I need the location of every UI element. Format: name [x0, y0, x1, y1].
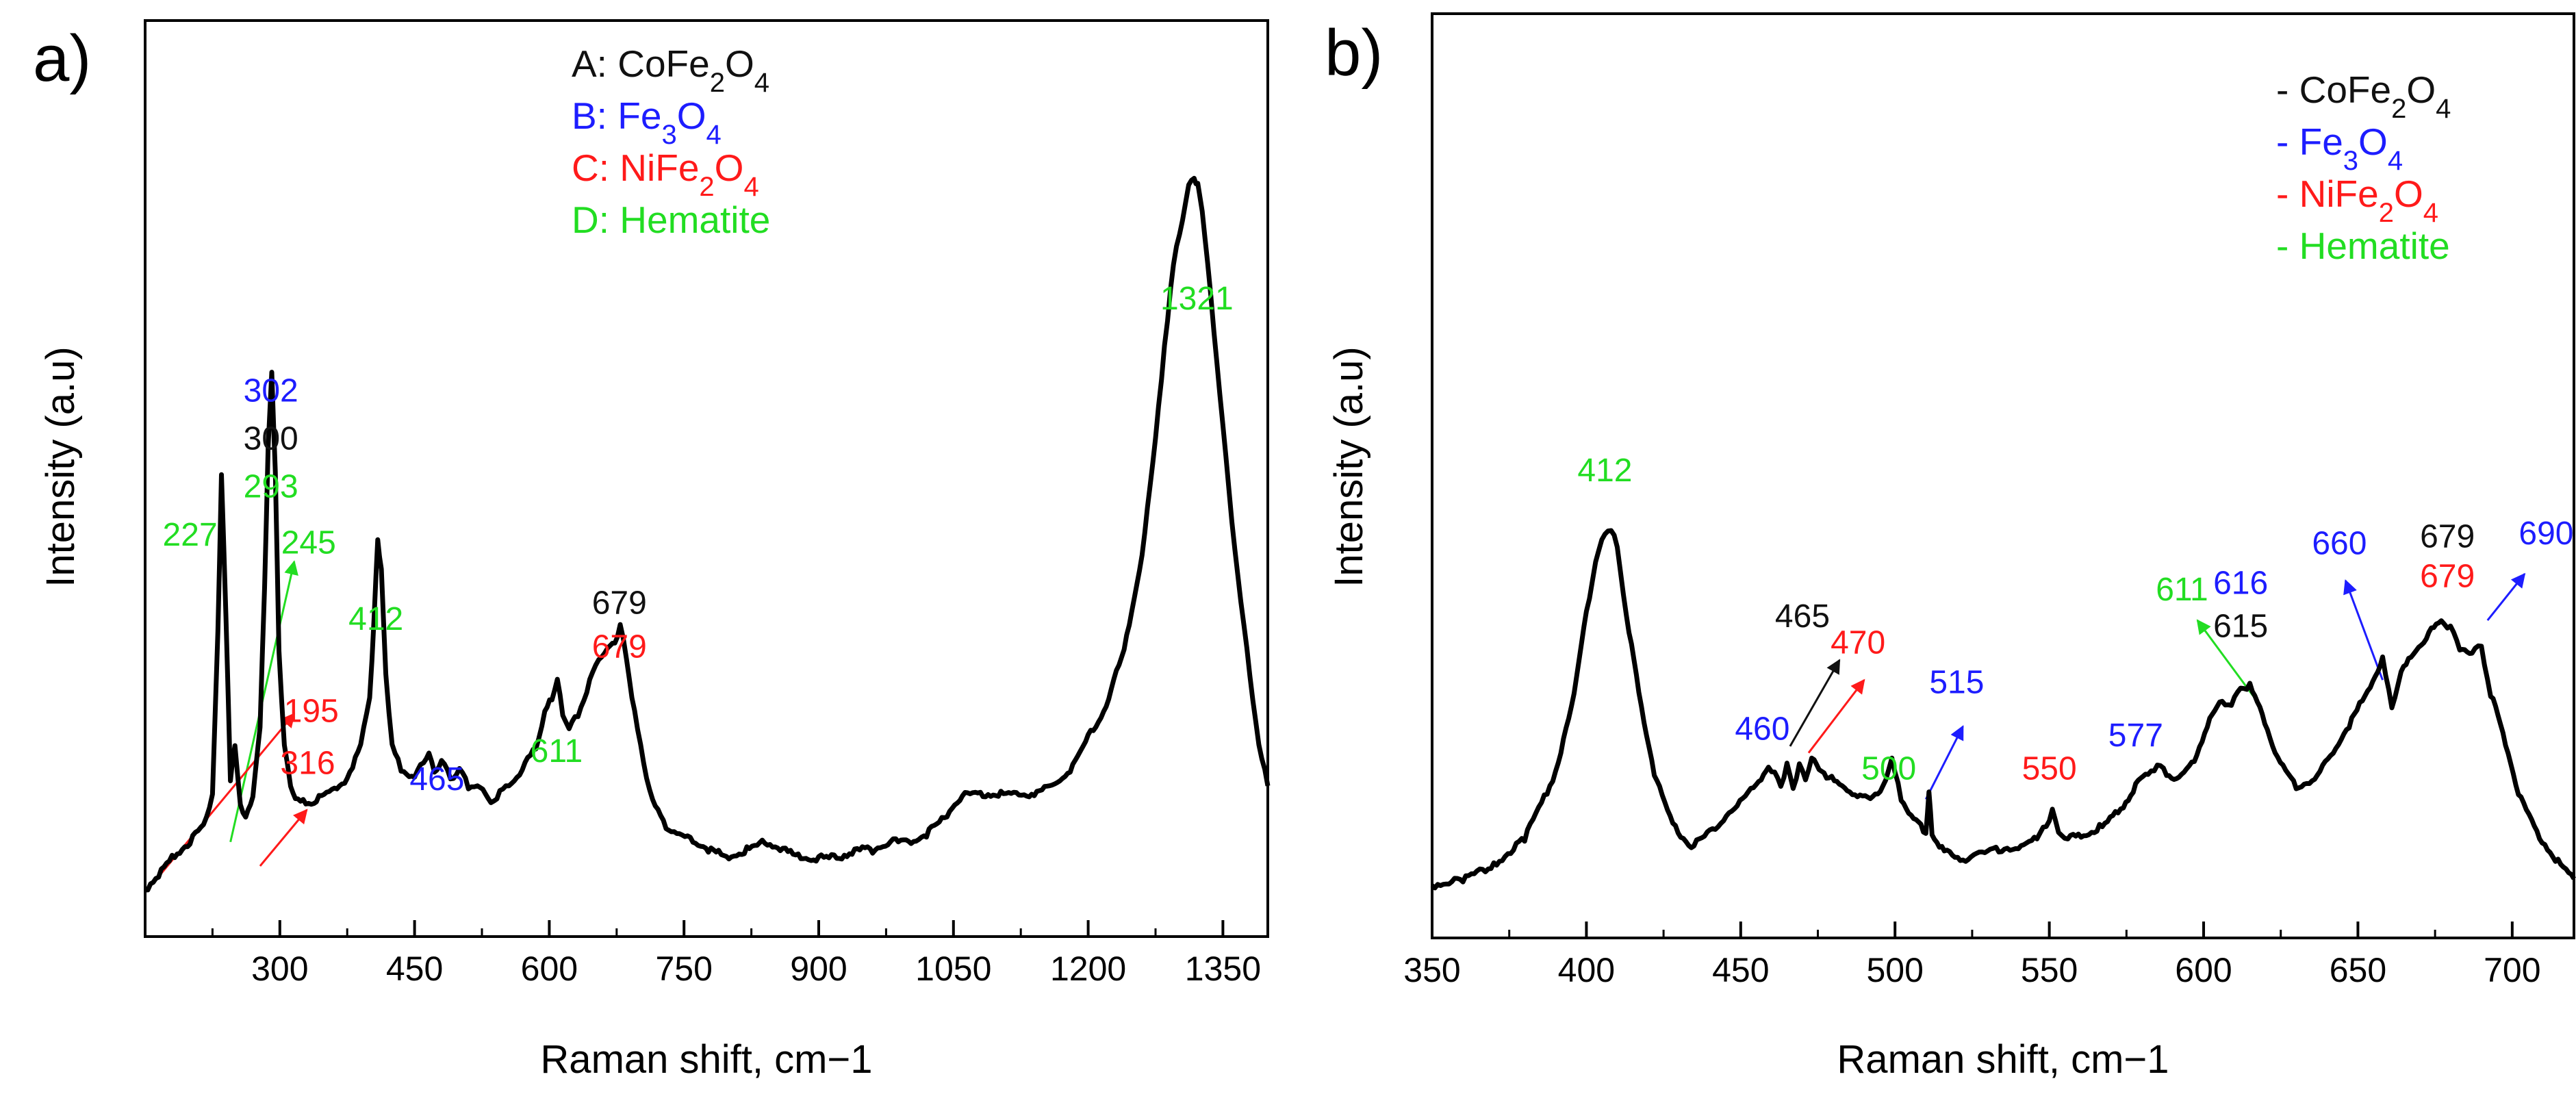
peak-label: 679	[592, 585, 647, 621]
legend-entry: A: CoFe2O4	[572, 42, 769, 98]
peak-label: 227	[163, 517, 218, 553]
annotation-arrow	[259, 809, 308, 867]
panel-b: b) 350 400 450 500 550 600 650 700 Raman shift,…	[1325, 12, 2576, 1082]
peak-label: 679	[592, 629, 647, 665]
annotation-arrow	[1924, 725, 1964, 800]
peak-label: 690	[2518, 516, 2573, 552]
x-tick-label: 1350	[1185, 950, 1261, 988]
spectrum-line	[1430, 528, 2576, 891]
legend-entry: D: Hematite	[572, 199, 770, 241]
peak-label: 500	[1861, 750, 1916, 787]
spectrum-line	[144, 175, 1271, 893]
peak-label: 470	[1831, 625, 1885, 661]
annotation-arrow	[2343, 579, 2384, 681]
x-tick-label: 300	[251, 950, 308, 988]
x-tick-label: 450	[1712, 951, 1769, 989]
x-tick-label: 600	[521, 950, 578, 988]
peak-label: 245	[281, 525, 336, 561]
peak-label: 412	[348, 601, 403, 637]
x-tick-label: 600	[2175, 951, 2232, 989]
legend-entry: - Hematite	[2276, 225, 2450, 267]
panel-a: a) 300 450 600 750 900 1050 1200 1350 Raman shi…	[33, 19, 1271, 1082]
peak-label: 616	[2213, 565, 2268, 601]
legend-entry: C: NiFe2O4	[572, 147, 759, 202]
peak-label: 679	[2420, 559, 2475, 595]
panel-a-label: a)	[33, 22, 91, 95]
panel-a-frame	[144, 19, 1269, 938]
x-tick-label: 1200	[1050, 950, 1126, 988]
panel-b-series	[1430, 528, 2576, 891]
x-tick-label: 750	[655, 950, 712, 988]
x-tick-label: 550	[2021, 951, 2078, 989]
panel-a-x-axis: 300 450 600 750 900 1050 1200 1350	[211, 920, 1261, 988]
peak-label: 465	[1775, 598, 1830, 635]
peak-label: 611	[2156, 572, 2208, 608]
peak-label: 465	[409, 761, 464, 798]
panel-b-xlabel: Raman shift, cm−1	[1837, 1037, 2169, 1082]
peak-label: 460	[1735, 711, 1789, 747]
panel-b-ylabel: Intensity (a.u)	[1327, 346, 1371, 587]
peak-label: 293	[244, 469, 298, 505]
legend-entry: - CoFe2O4	[2276, 68, 2451, 124]
panel-a-xlabel: Raman shift, cm−1	[540, 1037, 872, 1082]
x-tick-label: 900	[790, 950, 847, 988]
peak-label: 195	[284, 693, 339, 729]
peak-label: 660	[2312, 525, 2367, 561]
peak-label: 550	[2022, 750, 2077, 787]
panel-a-ylabel: Intensity (a.u)	[38, 346, 83, 587]
annotation-arrow	[1807, 678, 1865, 754]
panel-b-frame	[1431, 12, 2575, 939]
peak-label: 300	[244, 421, 298, 457]
peak-label: 679	[2420, 519, 2475, 555]
peak-label: 316	[280, 745, 335, 781]
legend-entry: - Fe3O4	[2276, 120, 2403, 176]
panel-b-legend: - CoFe2O4- Fe3O4- NiFe2O4- Hematite	[2276, 68, 2451, 267]
panel-b-x-axis: 350 400 450 500 550 600 650 700	[1403, 922, 2541, 989]
peak-label: 577	[2108, 717, 2163, 754]
x-tick-label: 400	[1558, 951, 1615, 989]
x-tick-label: 350	[1403, 951, 1460, 989]
legend-entry: - NiFe2O4	[2276, 173, 2438, 228]
panel-a-series	[144, 175, 1271, 893]
peak-label: 615	[2213, 608, 2268, 644]
panel-b-label: b)	[1325, 16, 1383, 90]
peak-label: 515	[1929, 665, 1984, 701]
x-tick-label: 500	[1866, 951, 1923, 989]
x-tick-label: 650	[2330, 951, 2386, 989]
peak-label: 412	[1577, 453, 1632, 489]
peak-label: 302	[244, 372, 298, 409]
x-tick-label: 1050	[915, 950, 991, 988]
peak-label: 611	[531, 733, 583, 770]
panel-a-annotations: 302 300 293 227 245 412 195 316 465 611 679 679 1321	[163, 281, 1234, 798]
legend-entry: B: Fe3O4	[572, 94, 722, 150]
annotation-arrow	[1789, 659, 1841, 747]
annotation-arrow	[2486, 572, 2526, 622]
x-tick-label: 700	[2484, 951, 2540, 989]
peak-label: 1321	[1160, 281, 1234, 317]
x-tick-label: 450	[386, 950, 443, 988]
